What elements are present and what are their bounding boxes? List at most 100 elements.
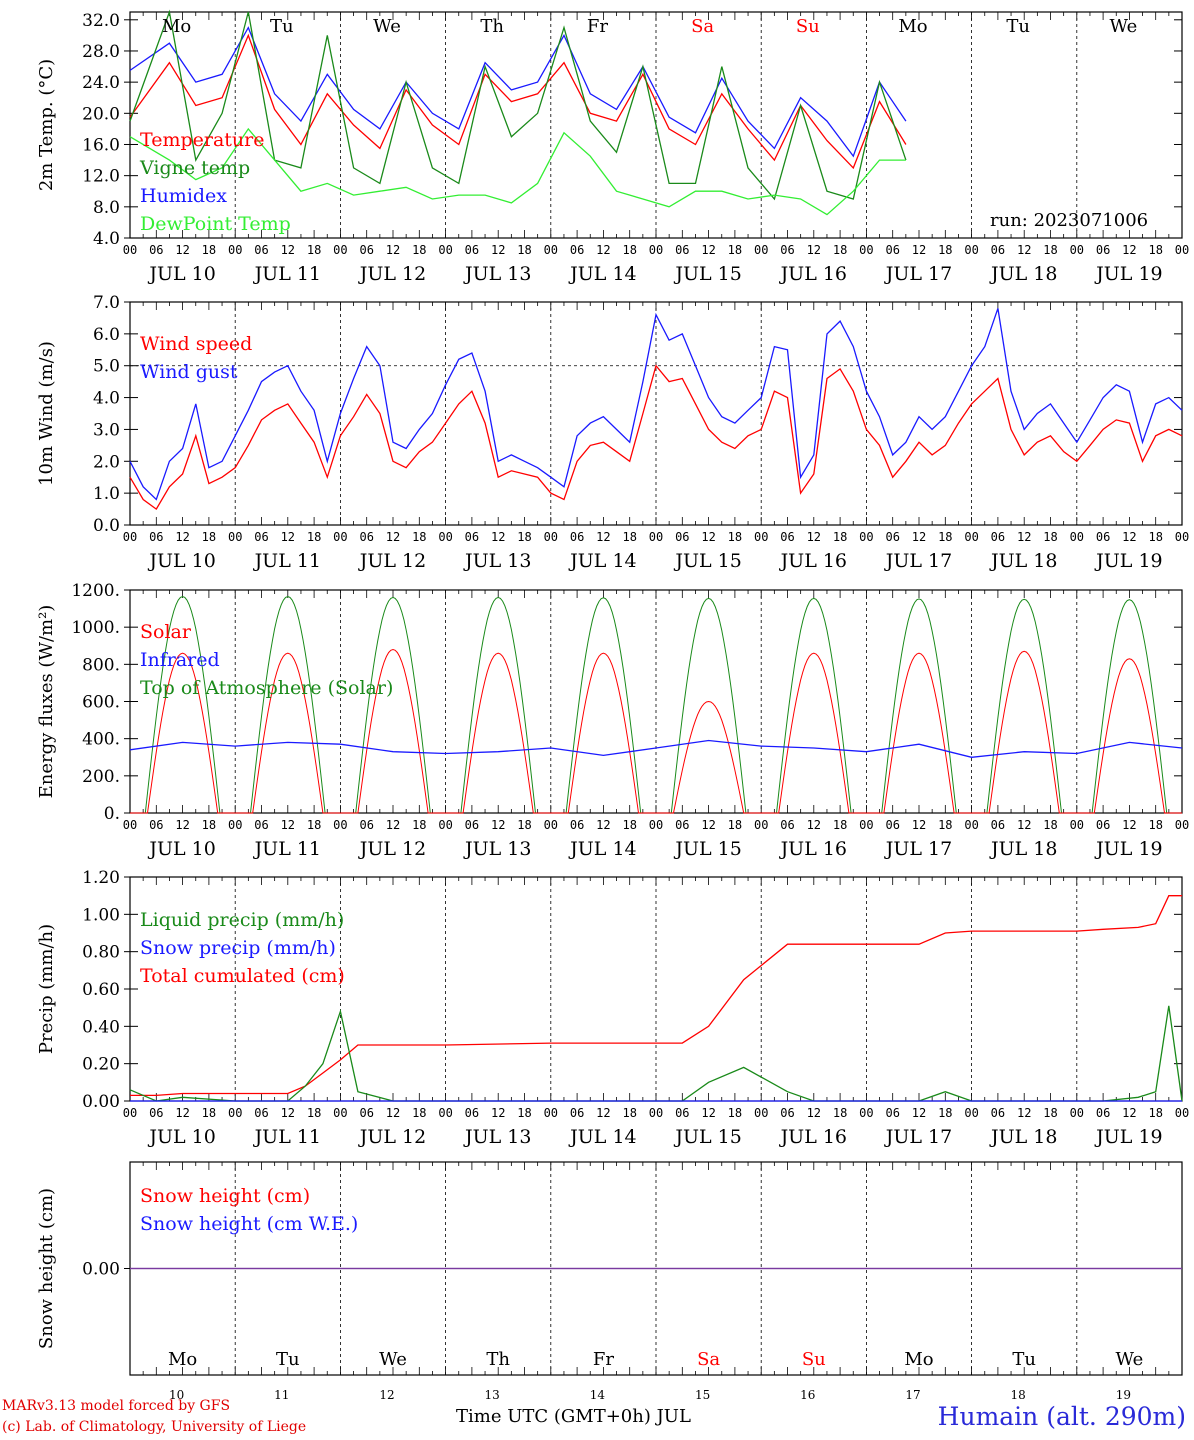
hour-tick-label: 06 <box>675 1106 689 1120</box>
hour-tick-label: 00 <box>333 530 347 544</box>
date-label: JUL 18 <box>989 263 1057 285</box>
hour-tick-label: 00 <box>754 530 768 544</box>
hour-tick-label: 06 <box>780 243 794 257</box>
y-tick-label: 4.0 <box>93 389 120 409</box>
hour-tick-label: 00 <box>859 818 873 832</box>
legend-entry: Snow height (cm W.E.) <box>140 1213 358 1235</box>
date-label: JUL 16 <box>779 550 847 572</box>
date-label: JUL 18 <box>989 550 1057 572</box>
legend-entry: Snow precip (mm/h) <box>140 937 336 959</box>
date-label: JUL 14 <box>568 1126 636 1148</box>
hour-tick-label: 18 <box>202 243 216 257</box>
legend-entry: Humidex <box>140 185 227 207</box>
lab-credit-line: (c) Lab. of Climatology, University of L… <box>2 1419 307 1435</box>
hour-tick-label: 12 <box>491 1106 505 1120</box>
y-axis-label: 2m Temp. (°C) <box>36 59 57 191</box>
legend-entry: Wind speed <box>140 333 252 355</box>
hour-tick-label: 06 <box>570 243 584 257</box>
date-label: JUL 17 <box>884 263 952 285</box>
y-tick-label: 800. <box>82 655 120 675</box>
hour-tick-label: 00 <box>228 530 242 544</box>
date-label: JUL 16 <box>779 838 847 860</box>
day-of-week-label: We <box>1116 1349 1144 1370</box>
hour-tick-label: 00 <box>964 1106 978 1120</box>
day-of-week-label: Su <box>796 16 820 37</box>
day-number-label: 17 <box>905 1388 920 1402</box>
hour-tick-label: 18 <box>622 818 636 832</box>
temperature-line <box>129 33 907 170</box>
hour-tick-label: 00 <box>649 530 663 544</box>
hour-tick-label: 18 <box>622 1106 636 1120</box>
hour-tick-label: 12 <box>596 243 610 257</box>
legend-entry: Top of Atmosphere (Solar) <box>140 677 393 699</box>
hour-tick-label: 18 <box>833 1106 847 1120</box>
hour-tick-label: 12 <box>175 530 189 544</box>
date-label: JUL 10 <box>147 550 215 572</box>
hour-tick-label: 06 <box>675 818 689 832</box>
hour-tick-label: 18 <box>412 530 426 544</box>
date-label: JUL 19 <box>1094 263 1162 285</box>
hour-tick-label: 06 <box>149 818 163 832</box>
hour-tick-label: 06 <box>359 818 373 832</box>
hour-tick-label: 12 <box>281 1106 295 1120</box>
day-number-label: 13 <box>485 1388 500 1402</box>
hour-tick-label: 06 <box>885 818 899 832</box>
legend-entry: Wind gust <box>140 361 238 383</box>
date-label: JUL 12 <box>358 838 426 860</box>
hour-tick-label: 00 <box>1175 243 1189 257</box>
hour-tick-label: 06 <box>885 530 899 544</box>
hour-tick-label: 18 <box>1043 1106 1057 1120</box>
y-tick-label: 0. <box>104 804 120 824</box>
hour-tick-label: 00 <box>438 1106 452 1120</box>
panel-frame <box>129 589 1183 814</box>
y-tick-label: 16.0 <box>82 135 120 155</box>
hour-tick-label: 06 <box>1096 530 1110 544</box>
hour-tick-label: 18 <box>938 530 952 544</box>
date-label: JUL 17 <box>884 838 952 860</box>
hour-tick-label: 00 <box>228 243 242 257</box>
y-tick-label: 1.0 <box>93 484 120 504</box>
hour-tick-label: 18 <box>412 243 426 257</box>
y-tick-label: 0.40 <box>82 1017 120 1037</box>
hour-tick-label: 06 <box>149 1106 163 1120</box>
hour-tick-label: 00 <box>649 818 663 832</box>
day-number-label: 16 <box>800 1388 815 1402</box>
y-tick-label: 3.0 <box>93 420 120 440</box>
hour-tick-label: 00 <box>1175 1106 1189 1120</box>
date-label: JUL 11 <box>253 1126 321 1148</box>
y-tick-label: 200. <box>82 767 120 787</box>
hour-tick-label: 12 <box>912 530 926 544</box>
legend-entry: Liquid precip (mm/h) <box>140 909 344 931</box>
y-axis-label: Energy fluxes (W/m²) <box>36 605 57 799</box>
day-number-label: 19 <box>1116 1388 1131 1402</box>
hour-tick-label: 06 <box>149 530 163 544</box>
day-number-label: 14 <box>590 1388 606 1402</box>
hour-tick-label: 12 <box>596 530 610 544</box>
hour-tick-label: 12 <box>491 530 505 544</box>
hour-tick-label: 06 <box>359 1106 373 1120</box>
hour-tick-label: 06 <box>254 243 268 257</box>
dewpoint-temp-line <box>129 127 906 216</box>
hour-tick-label: 18 <box>728 818 742 832</box>
y-tick-label: 0.20 <box>82 1055 120 1075</box>
y-tick-label: 8.0 <box>93 198 120 218</box>
hour-tick-label: 00 <box>754 243 768 257</box>
hour-tick-label: 06 <box>991 243 1005 257</box>
hour-tick-label: 06 <box>991 818 1005 832</box>
day-of-week-label: Fr <box>587 16 608 37</box>
date-label: JUL 15 <box>673 1126 741 1148</box>
y-tick-label: 0.80 <box>82 943 120 963</box>
hour-tick-label: 12 <box>912 1106 926 1120</box>
date-label: JUL 12 <box>358 550 426 572</box>
y-tick-label: 0.60 <box>82 980 120 1000</box>
hour-tick-label: 12 <box>175 243 189 257</box>
hour-tick-label: 18 <box>833 243 847 257</box>
date-label: JUL 15 <box>673 263 741 285</box>
legend-entry: DewPoint Temp <box>140 213 291 235</box>
station-name: Humain (alt. 290m) <box>937 1402 1186 1431</box>
hour-tick-label: 12 <box>701 1106 715 1120</box>
y-axis-label: 10m Wind (m/s) <box>36 341 57 486</box>
date-label: JUL 15 <box>673 550 741 572</box>
hour-tick-label: 12 <box>175 1106 189 1120</box>
hour-tick-label: 18 <box>307 818 321 832</box>
